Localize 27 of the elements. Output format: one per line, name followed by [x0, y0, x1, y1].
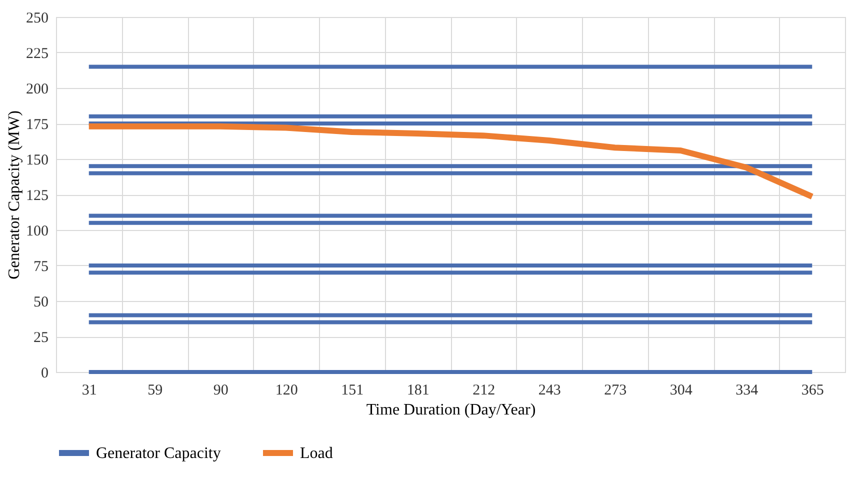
y-tick-label: 200 — [26, 82, 48, 98]
x-tick-label: 304 — [670, 382, 693, 398]
x-tick-label: 151 — [341, 382, 364, 398]
y-tick-label: 175 — [26, 117, 48, 133]
x-tick-label: 181 — [406, 382, 430, 398]
x-tick-label: 120 — [275, 382, 298, 398]
x-axis-title: Time Duration (Day/Year) — [366, 402, 536, 418]
x-tick-label: 273 — [604, 382, 627, 398]
y-tick-label: 25 — [34, 330, 48, 346]
x-tick-label: 212 — [472, 382, 496, 398]
y-axis-title: Generator Capacity (MW) — [6, 110, 23, 280]
y-tick-label: 250 — [26, 10, 48, 26]
y-tick-label: 125 — [26, 188, 48, 204]
y-tick-label: 75 — [34, 259, 48, 275]
x-tick-label: 59 — [148, 382, 163, 398]
x-tick-label: 90 — [213, 382, 228, 398]
x-tick-label: 243 — [538, 382, 561, 398]
y-tick-label: 100 — [26, 224, 48, 240]
legend-label: Load — [300, 445, 333, 462]
y-tick-label: 0 — [41, 366, 48, 382]
y-tick-label: 50 — [34, 294, 48, 310]
x-tick-label: 365 — [801, 382, 824, 398]
legend-label: Generator Capacity — [96, 445, 221, 462]
x-tick-label: 31 — [82, 382, 97, 398]
x-tick-label: 334 — [736, 382, 759, 398]
y-tick-label: 150 — [26, 152, 48, 168]
y-tick-label: 225 — [26, 46, 48, 62]
